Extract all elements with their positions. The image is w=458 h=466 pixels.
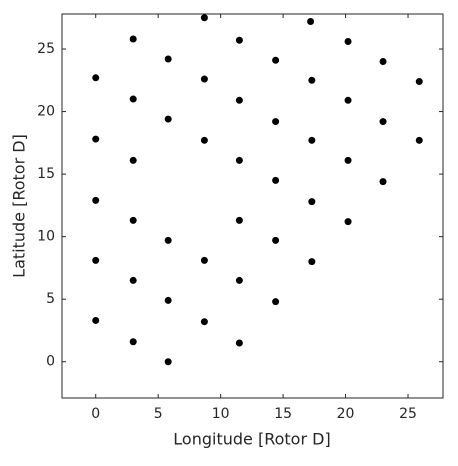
point [129, 35, 137, 43]
point [344, 96, 352, 104]
point [308, 136, 316, 144]
point [200, 75, 208, 83]
point [129, 338, 137, 346]
point [308, 198, 316, 206]
point [235, 96, 243, 104]
y-tick-label: 0 [46, 354, 55, 370]
x-tick-label: 25 [399, 406, 417, 422]
point [200, 318, 208, 326]
point [164, 115, 172, 123]
point [235, 216, 243, 224]
point [129, 216, 137, 224]
point [92, 316, 100, 324]
x-tick-label: 10 [212, 406, 230, 422]
point [92, 74, 100, 82]
x-tick-label: 20 [337, 406, 355, 422]
point [164, 358, 172, 366]
point [307, 18, 315, 26]
point [235, 276, 243, 284]
point [129, 156, 137, 164]
point [129, 95, 137, 103]
point [272, 118, 280, 126]
x-tick-label: 0 [91, 406, 100, 422]
y-tick-label: 20 [37, 104, 55, 120]
y-tick-label: 15 [37, 166, 55, 182]
point [379, 178, 387, 186]
point [92, 135, 100, 143]
point [308, 76, 316, 84]
plot-area [61, 13, 444, 399]
point [379, 118, 387, 126]
point [272, 176, 280, 184]
y-tick-label: 5 [46, 291, 55, 307]
x-axis-label: Longitude [Rotor D] [173, 430, 330, 449]
point [129, 276, 137, 284]
point [272, 298, 280, 306]
point [272, 236, 280, 244]
point [235, 339, 243, 347]
point [164, 55, 172, 63]
point [344, 218, 352, 226]
point [92, 196, 100, 204]
point [200, 256, 208, 264]
point [379, 58, 387, 66]
x-tick-label: 5 [154, 406, 163, 422]
point [415, 136, 423, 144]
point [344, 156, 352, 164]
point [235, 36, 243, 44]
point [92, 256, 100, 264]
y-tick-label: 10 [37, 229, 55, 245]
point [200, 14, 208, 22]
point [272, 56, 280, 64]
point [308, 258, 316, 266]
point [415, 78, 423, 86]
y-tick-label: 25 [37, 41, 55, 57]
point [200, 136, 208, 144]
y-axis-label: Latitude [Rotor D] [10, 134, 29, 278]
point [344, 38, 352, 46]
x-tick-label: 15 [274, 406, 292, 422]
point [164, 236, 172, 244]
point [235, 156, 243, 164]
point [164, 296, 172, 304]
